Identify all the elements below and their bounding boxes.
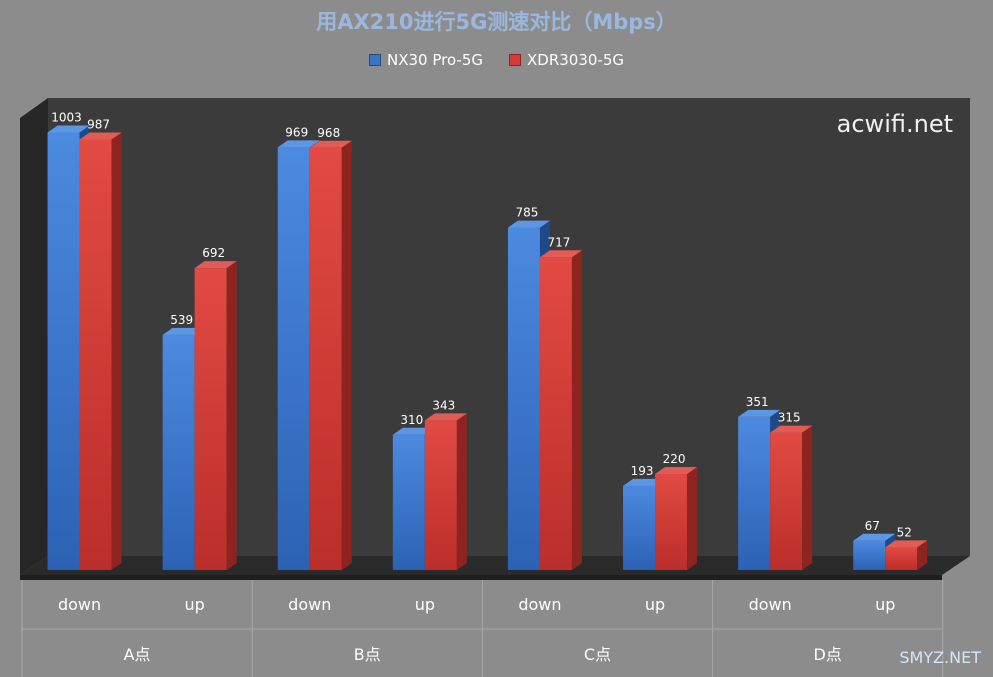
- data-label-s2-c7: 315: [778, 411, 801, 425]
- bar-side-s2-c2: [226, 261, 237, 570]
- bar-s2-c6: [655, 474, 688, 570]
- bar-side-s2-c3: [341, 140, 352, 570]
- bar-top-s1-c4: [392, 427, 435, 435]
- bar-s1-c8: [853, 540, 886, 570]
- data-label-s2-c4: 343: [432, 398, 455, 412]
- data-label-s1-c6: 193: [631, 464, 654, 478]
- bar-s1-c3: [277, 147, 310, 570]
- bar-side-s2-c4: [456, 413, 467, 570]
- tick-label-c1: down: [58, 595, 101, 614]
- data-label-s2-c1: 987: [87, 117, 110, 131]
- data-label-s1-c5: 785: [515, 206, 538, 220]
- bar-top-s1-c5: [507, 220, 550, 228]
- data-label-s1-c7: 351: [746, 395, 769, 409]
- data-label-s2-c2: 692: [202, 246, 225, 260]
- data-label-s2-c6: 220: [663, 452, 686, 466]
- data-label-s1-c3: 969: [285, 125, 308, 139]
- tick-label-c3: down: [288, 595, 331, 614]
- tick-label-c2: up: [185, 595, 205, 614]
- bar-side-s2-c7: [802, 425, 813, 570]
- corner-watermark: SMYZ.NET: [899, 648, 981, 667]
- legend-item-series-1: NX30 Pro-5G: [368, 51, 483, 69]
- tick-label-c8: up: [875, 595, 895, 614]
- data-label-s2-c8: 52: [897, 525, 912, 539]
- bar-top-s2-c3: [309, 140, 352, 148]
- bar-s1-c4: [392, 434, 425, 570]
- data-label-s2-c5: 717: [547, 235, 570, 249]
- bar-s1-c7: [738, 416, 771, 570]
- bar-top-s2-c4: [424, 413, 467, 421]
- tick-label-c6: up: [645, 595, 665, 614]
- bar-side-s2-c5: [571, 250, 582, 570]
- bar-top-s2-c6: [655, 467, 698, 475]
- group-label-3: C点: [584, 645, 611, 664]
- legend-item-series-2: XDR3030-5G: [509, 51, 624, 69]
- floor-edge: [20, 575, 942, 580]
- data-label-s2-c3: 968: [317, 126, 340, 140]
- legend-label-series-1: NX30 Pro-5G: [386, 51, 483, 69]
- bar-top-s1-c1: [47, 125, 90, 133]
- data-label-s1-c4: 310: [400, 413, 423, 427]
- bar-top-s1-c2: [162, 327, 205, 335]
- bar-s1-c1: [47, 132, 80, 570]
- bar-s2-c1: [79, 139, 112, 571]
- bar-s2-c2: [194, 268, 227, 570]
- bar-top-s2-c5: [539, 250, 582, 258]
- bar-top-s1-c3: [277, 140, 320, 148]
- watermark-text: acwifi.net: [836, 110, 953, 138]
- side-wall: [20, 98, 48, 575]
- bar-s2-c5: [539, 257, 572, 570]
- bar-side-s2-c6: [687, 467, 698, 570]
- tick-label-c4: up: [415, 595, 435, 614]
- bar-s2-c3: [309, 147, 342, 570]
- legend-swatch-series-2: [509, 54, 521, 66]
- tick-label-c5: down: [518, 595, 561, 614]
- floor: [20, 556, 970, 575]
- legend: NX30 Pro-5G XDR3030-5G: [0, 51, 993, 69]
- bar-top-s1-c7: [738, 409, 781, 417]
- bar-top-s2-c1: [79, 132, 122, 140]
- group-label-4: D点: [814, 645, 842, 664]
- bar-s1-c2: [162, 334, 195, 570]
- bar-side-s2-c8: [917, 540, 928, 570]
- chart-title: 用AX210进行5G测速对比（Mbps）: [316, 10, 677, 34]
- bar-s1-c5: [507, 227, 540, 571]
- bar-top-s2-c2: [194, 261, 237, 269]
- bar-s1-c6: [623, 485, 656, 570]
- bar-top-s2-c7: [770, 425, 813, 433]
- data-label-s1-c1: 1003: [51, 111, 82, 125]
- group-label-2: B点: [354, 645, 381, 664]
- data-label-s1-c8: 67: [865, 519, 880, 533]
- bar-top-s2-c8: [885, 540, 928, 548]
- bar-top-s1-c8: [853, 533, 896, 541]
- bar-side-s2-c1: [111, 132, 122, 571]
- legend-swatch-series-1: [368, 54, 381, 66]
- data-label-s1-c2: 539: [170, 313, 193, 327]
- bar-s2-c8: [885, 547, 918, 570]
- bar-s2-c7: [770, 432, 803, 570]
- bar-top-s1-c6: [623, 478, 666, 486]
- bar-s2-c4: [424, 420, 457, 570]
- tick-label-c7: down: [749, 595, 792, 614]
- legend-label-series-2: XDR3030-5G: [527, 51, 625, 69]
- group-label-1: A点: [124, 645, 151, 664]
